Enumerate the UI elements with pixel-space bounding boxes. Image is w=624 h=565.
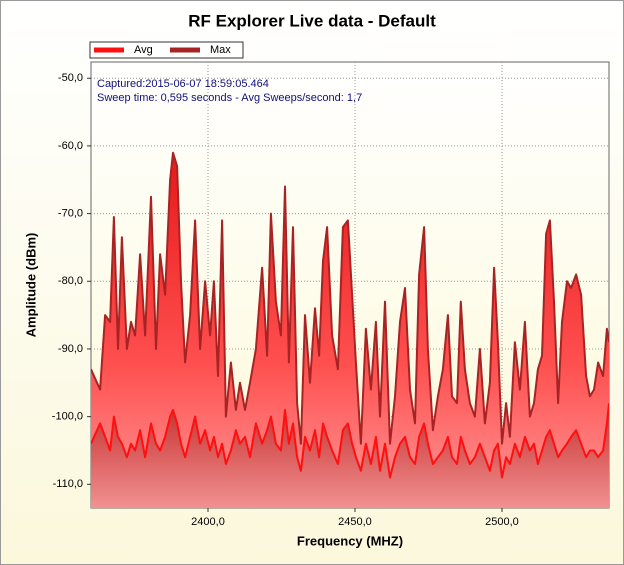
area [91,403,609,508]
area [91,152,609,508]
legend [89,41,244,59]
y-axis-label: Amplitude (dBm) [23,233,38,338]
y-tick-label: -90,0 [58,343,83,355]
y-tick-label: -80,0 [58,275,83,287]
annotation: Sweep time: 0,595 seconds - Avg Sweeps/s… [97,92,362,104]
y-tick-label: -60,0 [58,140,83,152]
legend-label: Avg [134,44,153,56]
chart-title: RF Explorer Live data - Default [188,11,436,30]
series-layer [91,151,609,508]
y-tick-label: -70,0 [58,208,83,220]
annotation: Captured:2015-06-07 18:59:05.464 [97,78,269,90]
x-tick-label: 2450,0 [338,516,372,528]
line [91,402,609,479]
x-axis-label: Frequency (MHZ) [297,533,403,548]
x-tick-label: 2400,0 [191,516,225,528]
legend-label: Max [210,44,231,56]
line [91,151,609,445]
y-tick-label: -110,0 [53,478,83,490]
y-tick-label: -50,0 [58,72,83,84]
x-tick-label: 2500,0 [485,516,519,528]
y-tick-label: -100,0 [52,411,83,423]
